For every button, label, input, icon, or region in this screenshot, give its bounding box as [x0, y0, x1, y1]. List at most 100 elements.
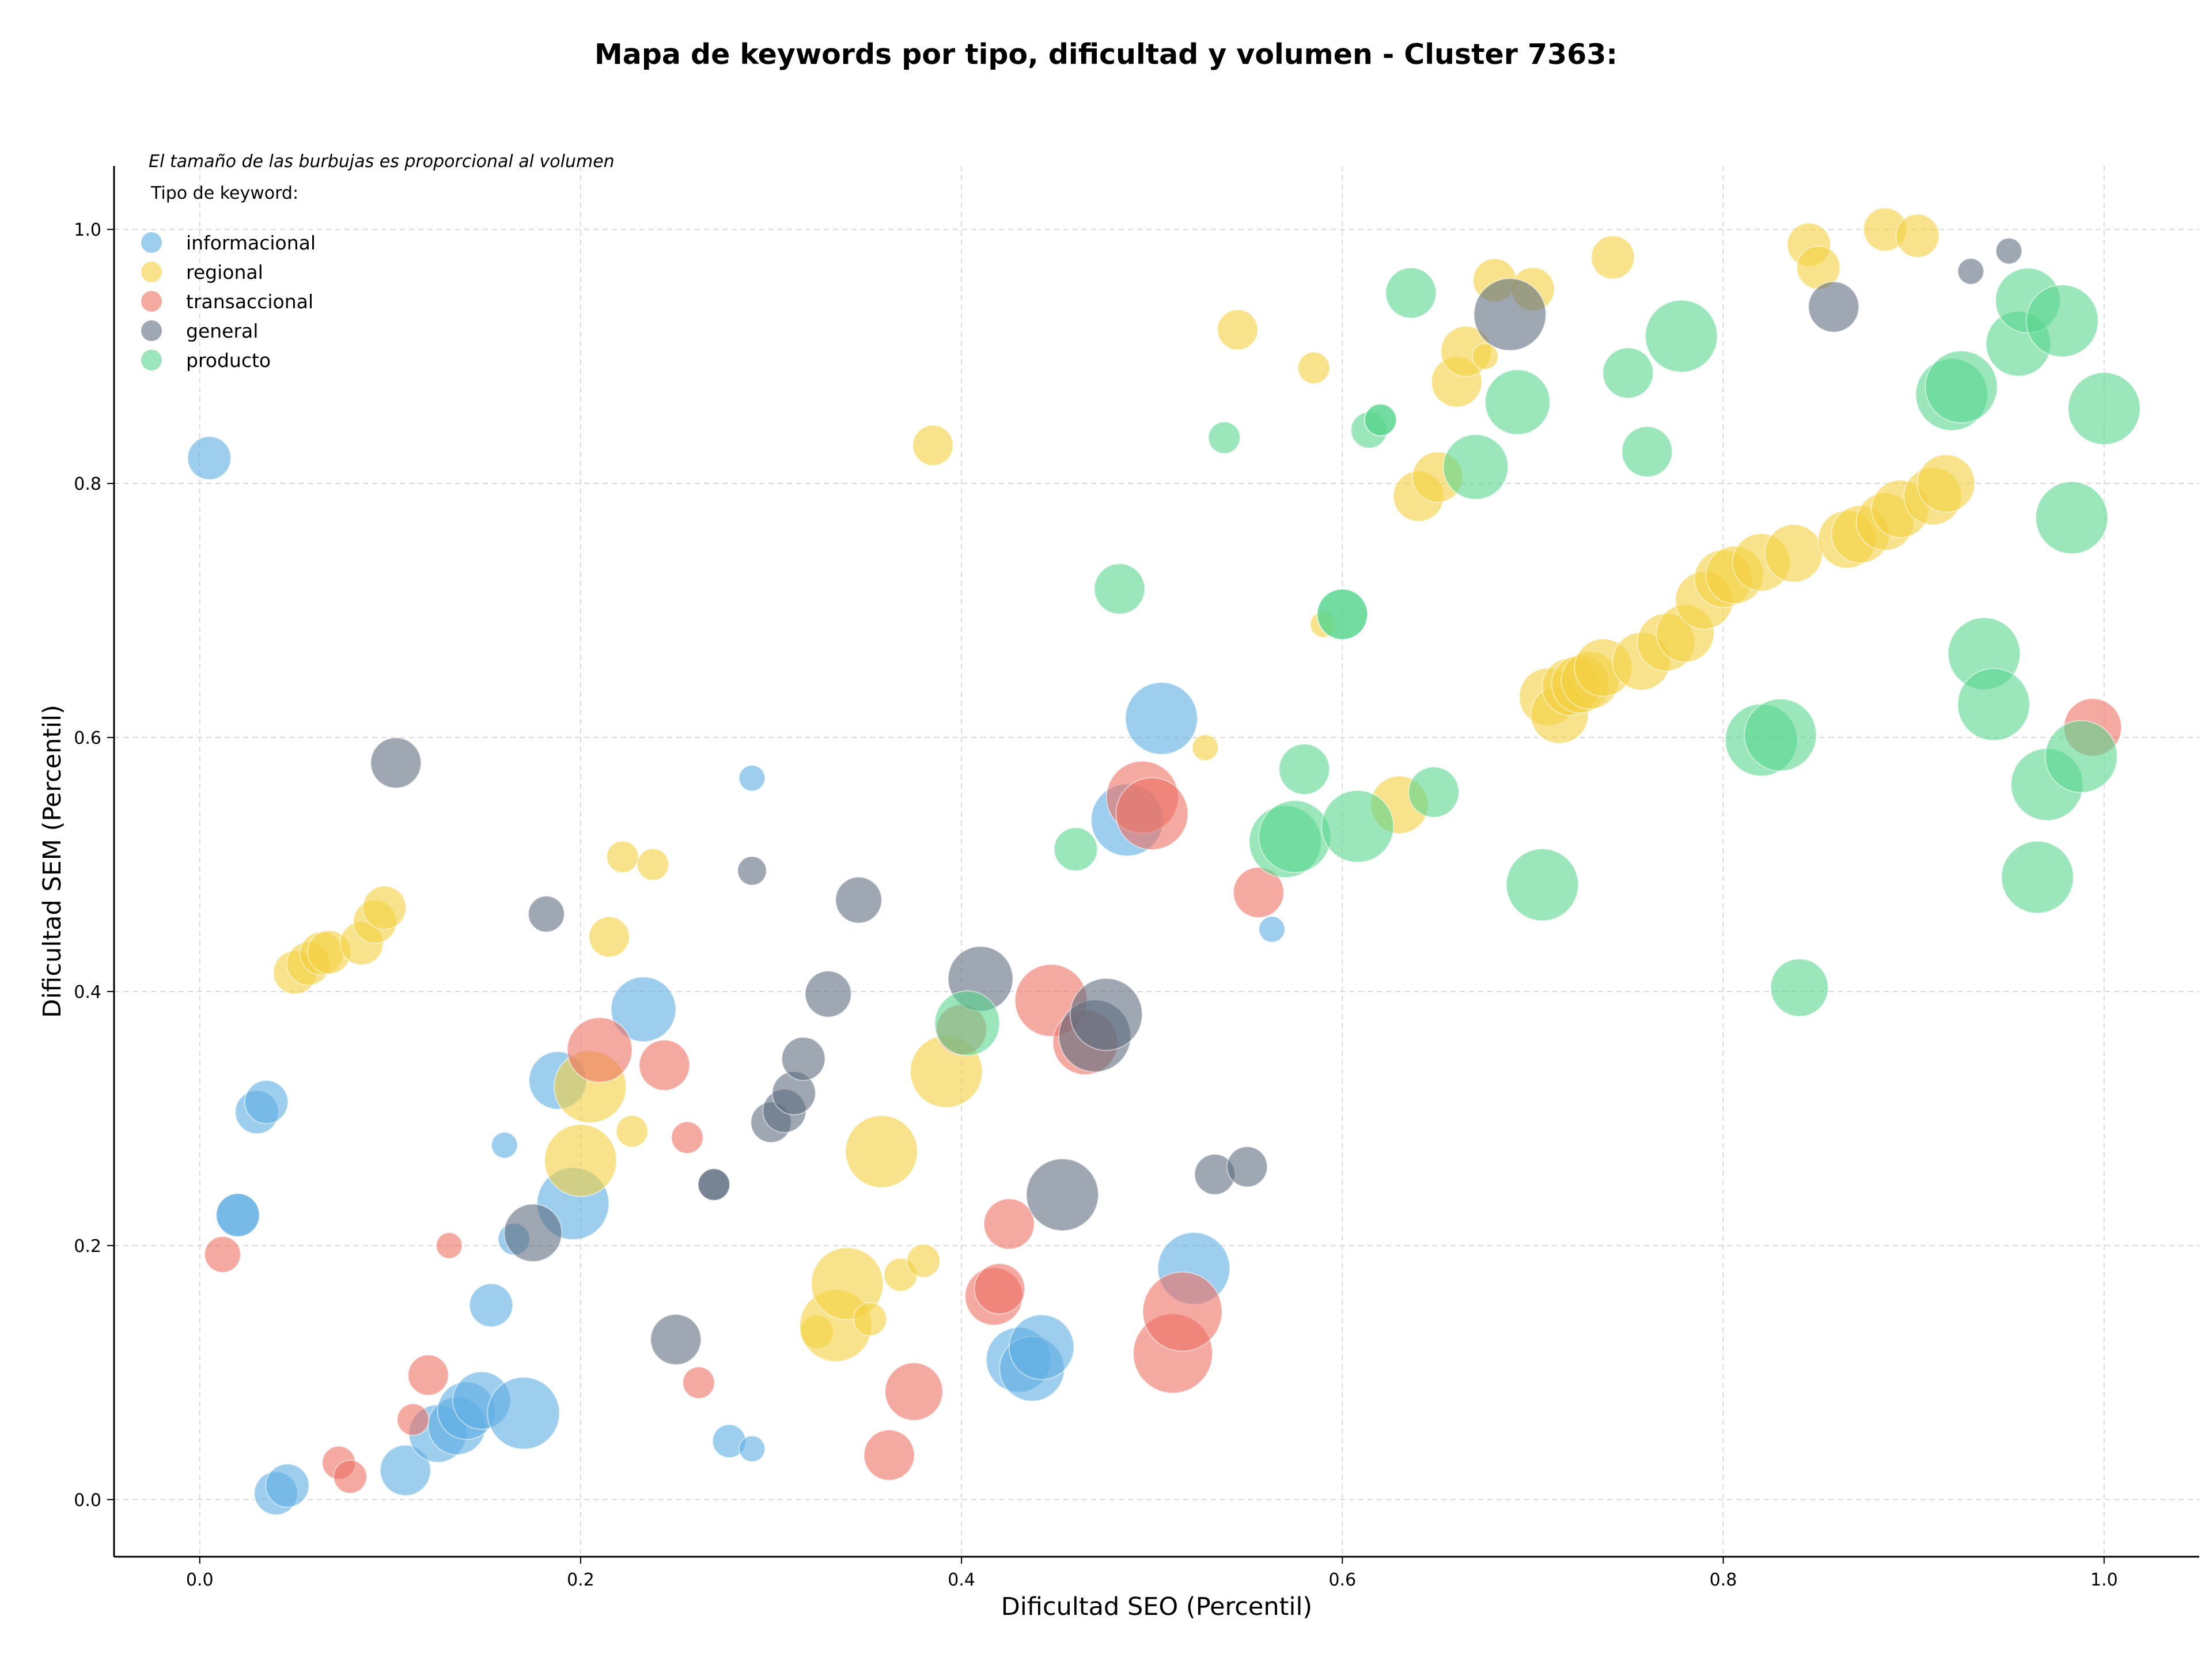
bubble-general	[503, 1203, 563, 1262]
y-tick-label: 1.0	[74, 220, 101, 240]
bubble-producto	[1278, 743, 1330, 795]
y-tick-label: 0.6	[74, 728, 101, 748]
bubble-producto	[1385, 267, 1437, 319]
x-tick-label: 0.0	[186, 1570, 214, 1590]
bubble-informacional	[1008, 1314, 1075, 1380]
bubble-transaccional	[1142, 1271, 1223, 1352]
bubble-producto	[1602, 347, 1654, 399]
y-tick-label: 0.4	[74, 982, 101, 1002]
bubble-informacional	[487, 1376, 560, 1450]
bubble-producto	[2044, 720, 2118, 793]
bubble-regional	[810, 1247, 884, 1321]
bubble-producto	[934, 990, 1001, 1057]
bubble-general	[1995, 237, 2022, 265]
bubble-informacional	[380, 1444, 431, 1496]
bubble-transaccional	[396, 1403, 430, 1436]
bubble-transaccional	[566, 1017, 633, 1083]
bubble-size-note: El tamaño de las burbujas es proporciona…	[149, 152, 615, 172]
legend-label-producto: producto	[186, 349, 271, 372]
bubble-regional	[1217, 309, 1259, 351]
bubble-general	[528, 895, 565, 933]
grid	[114, 166, 2199, 1557]
bubble-regional	[588, 916, 630, 958]
bubble-producto	[2035, 481, 2109, 555]
bubble-regional	[844, 1115, 918, 1189]
legend-marker-transaccional	[141, 291, 162, 312]
bubble-informacional	[469, 1282, 514, 1327]
bubble-regional	[1916, 454, 1976, 513]
bubble-regional	[544, 1123, 618, 1197]
legend-label-regional: regional	[186, 261, 263, 283]
axes	[113, 166, 2199, 1558]
bubble-regional	[1471, 343, 1499, 370]
x-tick-label: 0.8	[1710, 1570, 1737, 1590]
bubble-transaccional	[435, 1232, 463, 1259]
x-tick-label: 0.2	[567, 1570, 594, 1590]
y-axis-label: Dificultad SEM (Percentil)	[38, 705, 67, 1018]
bubble-regional	[1191, 734, 1219, 762]
bubble-producto	[1321, 789, 1395, 863]
bubble-general	[1473, 278, 1547, 351]
bubble-informacional	[244, 1080, 289, 1125]
x-ticks: 0.0 0.2 0.4 0.6 0.8 1.0	[186, 1557, 2118, 1590]
bubble-regional	[362, 885, 407, 930]
legend-marker-producto	[141, 350, 162, 370]
bubble-transaccional	[671, 1121, 704, 1154]
legend-marker-regional	[141, 262, 162, 282]
y-ticks: 0.0 0.2 0.4 0.6 0.8 1.0	[74, 220, 114, 1511]
bubble-regional	[1764, 524, 1823, 583]
bubbles	[187, 207, 2141, 1516]
bubble-general	[650, 1314, 702, 1365]
bubble-producto	[1770, 958, 1829, 1017]
bubble-transaccional	[333, 1459, 368, 1494]
bubble-regional	[906, 1243, 941, 1278]
bubble-producto	[1621, 426, 1673, 478]
bubble-general	[1025, 1158, 1099, 1232]
bubble-general	[1226, 1146, 1268, 1188]
bubble-producto	[2067, 372, 2141, 445]
legend-title: Tipo de keyword:	[150, 183, 298, 203]
bubble-producto	[1093, 563, 1146, 615]
legend: informacional regional transaccional genera…	[141, 232, 316, 372]
bubble-producto	[1645, 299, 1718, 373]
bubble-general	[1808, 281, 1860, 333]
bubble-producto	[1363, 403, 1397, 437]
x-tick-label: 1.0	[2090, 1570, 2118, 1590]
legend-marker-informacional	[141, 232, 162, 253]
bubble-regional	[1895, 213, 1940, 258]
bubble-regional	[1297, 351, 1331, 385]
bubble-transaccional	[204, 1236, 241, 1273]
bubble-transaccional	[638, 1039, 691, 1091]
bubble-informacional	[1124, 682, 1198, 755]
bubble-producto	[1053, 827, 1098, 872]
bubble-producto	[1258, 800, 1332, 873]
bubble-general	[370, 737, 422, 789]
bubble-transaccional	[884, 1362, 944, 1421]
bubble-transaccional	[1233, 867, 1285, 918]
bubble-producto	[1505, 848, 1579, 922]
x-axis-label: Dificultad SEO (Percentil)	[1001, 1592, 1312, 1621]
bubble-producto	[1957, 668, 2031, 741]
bubble-transaccional	[682, 1366, 715, 1399]
y-tick-label: 0.2	[74, 1236, 101, 1257]
bubble-general	[737, 856, 767, 886]
bubble-general	[1069, 978, 1143, 1051]
y-tick-label: 0.8	[74, 474, 101, 494]
y-tick-label: 0.0	[74, 1490, 101, 1511]
bubble-producto	[1316, 588, 1369, 640]
bubble-producto	[1408, 766, 1460, 818]
chart-title: Mapa de keywords por tipo, dificultad y …	[594, 38, 1618, 71]
bubble-regional	[615, 1114, 649, 1148]
bubble-transaccional	[974, 1263, 1026, 1315]
bubble-regional	[1590, 235, 1635, 280]
bubble-informacional	[738, 765, 766, 792]
bubble-regional	[912, 425, 954, 467]
legend-label-general: general	[186, 320, 258, 342]
bubble-producto	[2025, 284, 2099, 358]
bubble-transaccional	[983, 1198, 1035, 1250]
bubble-informacional	[491, 1132, 518, 1159]
bubble-informacional	[610, 976, 677, 1043]
bubble-regional	[606, 840, 639, 873]
bubble-transaccional	[1115, 777, 1189, 850]
